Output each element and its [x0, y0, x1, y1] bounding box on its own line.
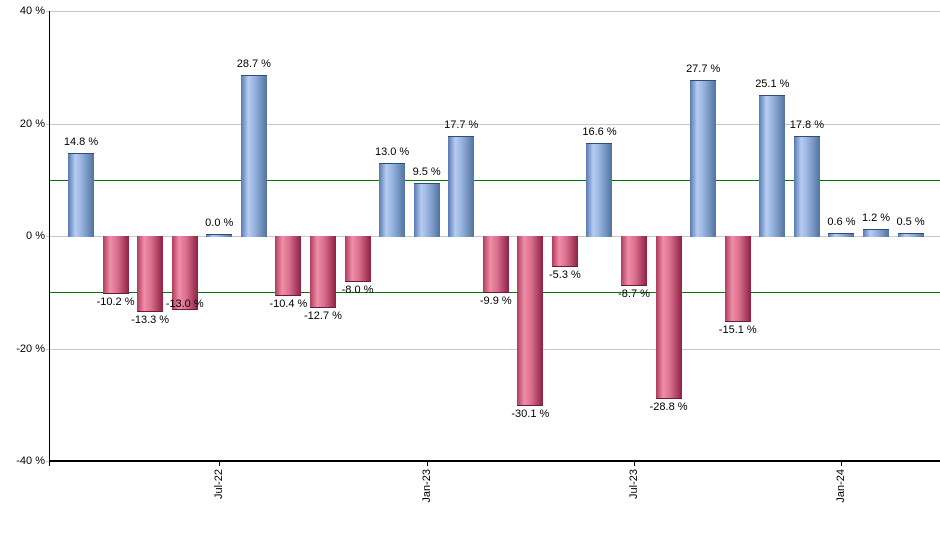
- x-axis-label-Jan-24: Jan-24: [835, 469, 848, 503]
- bar-1: [68, 152, 94, 237]
- bar-value-label-14: -30.1 %: [511, 408, 550, 421]
- x-axis-label-Jan-23: Jan-23: [420, 469, 433, 503]
- bar-value-label-6: 28.7 %: [236, 57, 271, 70]
- bar-20: [724, 236, 751, 322]
- y-axis-label-40: 40 %: [19, 5, 45, 17]
- bar-2: [102, 236, 129, 295]
- y-axis-line: [49, 11, 50, 466]
- bar-value-label-24: 1.2 %: [861, 212, 891, 225]
- x-axis-line: [49, 460, 940, 462]
- bar-value-label-7: -10.4 %: [269, 297, 308, 310]
- x-axis-label-Jul-22: Jul-22: [213, 469, 226, 499]
- bar-9: [344, 236, 371, 282]
- bar-value-label-3: -13.3 %: [131, 313, 170, 326]
- bar-value-label-18: -28.8 %: [649, 401, 688, 413]
- bar-18: [655, 236, 682, 399]
- gridline-40: [49, 11, 940, 12]
- bar-value-label-4: -13.0 %: [165, 297, 204, 310]
- bar-7: [275, 236, 302, 296]
- bar-value-label-12: 17.7 %: [444, 119, 479, 132]
- bar-5: [206, 234, 233, 237]
- bar-6: [240, 74, 267, 237]
- bar-17: [621, 236, 648, 286]
- bar-12: [448, 136, 475, 237]
- y-axis-label--20: -20 %: [16, 342, 45, 355]
- bar-value-label-1: 14.8 %: [63, 135, 99, 148]
- bar-value-label-15: -5.3 %: [549, 268, 581, 281]
- bar-value-label-11: 9.5 %: [412, 165, 441, 178]
- bar-value-label-23: 0.6 %: [827, 215, 856, 228]
- bar-8: [309, 236, 336, 309]
- bar-21: [759, 94, 786, 237]
- bar-22: [793, 135, 820, 237]
- x-tick-Jul-23: [634, 462, 636, 466]
- y-tick--20: [46, 348, 49, 350]
- bar-value-label-21: 25.1 %: [755, 77, 790, 90]
- bar-10: [379, 162, 406, 237]
- bar-value-label-5: 0.0 %: [205, 217, 234, 229]
- y-tick-40: [46, 11, 49, 12]
- bar-value-label-22: 17.8 %: [789, 118, 824, 131]
- bar-3: [137, 236, 164, 312]
- bar-19: [690, 80, 717, 237]
- bar-value-label-13: -9.9 %: [479, 294, 512, 307]
- bar-value-label-9: -8.0 %: [341, 284, 374, 296]
- x-tick-Jan-24: [841, 462, 843, 466]
- x-tick-Jan-23: [426, 462, 428, 466]
- y-tick-0: [46, 236, 49, 237]
- bar-value-label-8: -12.7 %: [303, 310, 342, 323]
- bar-11: [413, 182, 440, 237]
- bar-23: [828, 232, 855, 237]
- bar-value-label-2: -10.2 %: [96, 296, 135, 309]
- reference-line-plus10: [49, 179, 940, 181]
- x-tick-Jul-22: [219, 462, 221, 466]
- bar-25: [897, 233, 924, 237]
- bar-15: [551, 236, 578, 267]
- bar-4: [171, 236, 198, 311]
- x-axis-label-Jul-23: Jul-23: [628, 469, 641, 499]
- bar-value-label-25: 0.5 %: [896, 216, 925, 229]
- bar-value-label-17: -8.7 %: [618, 287, 650, 300]
- y-tick--40: [46, 461, 49, 462]
- bar-24: [863, 229, 890, 237]
- bar-value-label-10: 13.0 %: [374, 145, 410, 158]
- gridline--20: [49, 348, 940, 350]
- y-axis-label-20: 20 %: [19, 117, 45, 130]
- y-axis-label-0: 0 %: [26, 230, 45, 242]
- bar-value-label-19: 27.7 %: [686, 63, 721, 76]
- reference-line-minus10: [49, 292, 940, 294]
- bar-13: [482, 236, 509, 293]
- bar-value-label-16: 16.6 %: [582, 125, 617, 138]
- bar-16: [586, 142, 613, 237]
- y-tick-20: [46, 123, 49, 125]
- bar-value-label-20: -15.1 %: [718, 323, 757, 336]
- bar-14: [517, 236, 544, 407]
- gridline-20: [49, 123, 940, 125]
- y-axis-label--40: -40 %: [16, 455, 45, 467]
